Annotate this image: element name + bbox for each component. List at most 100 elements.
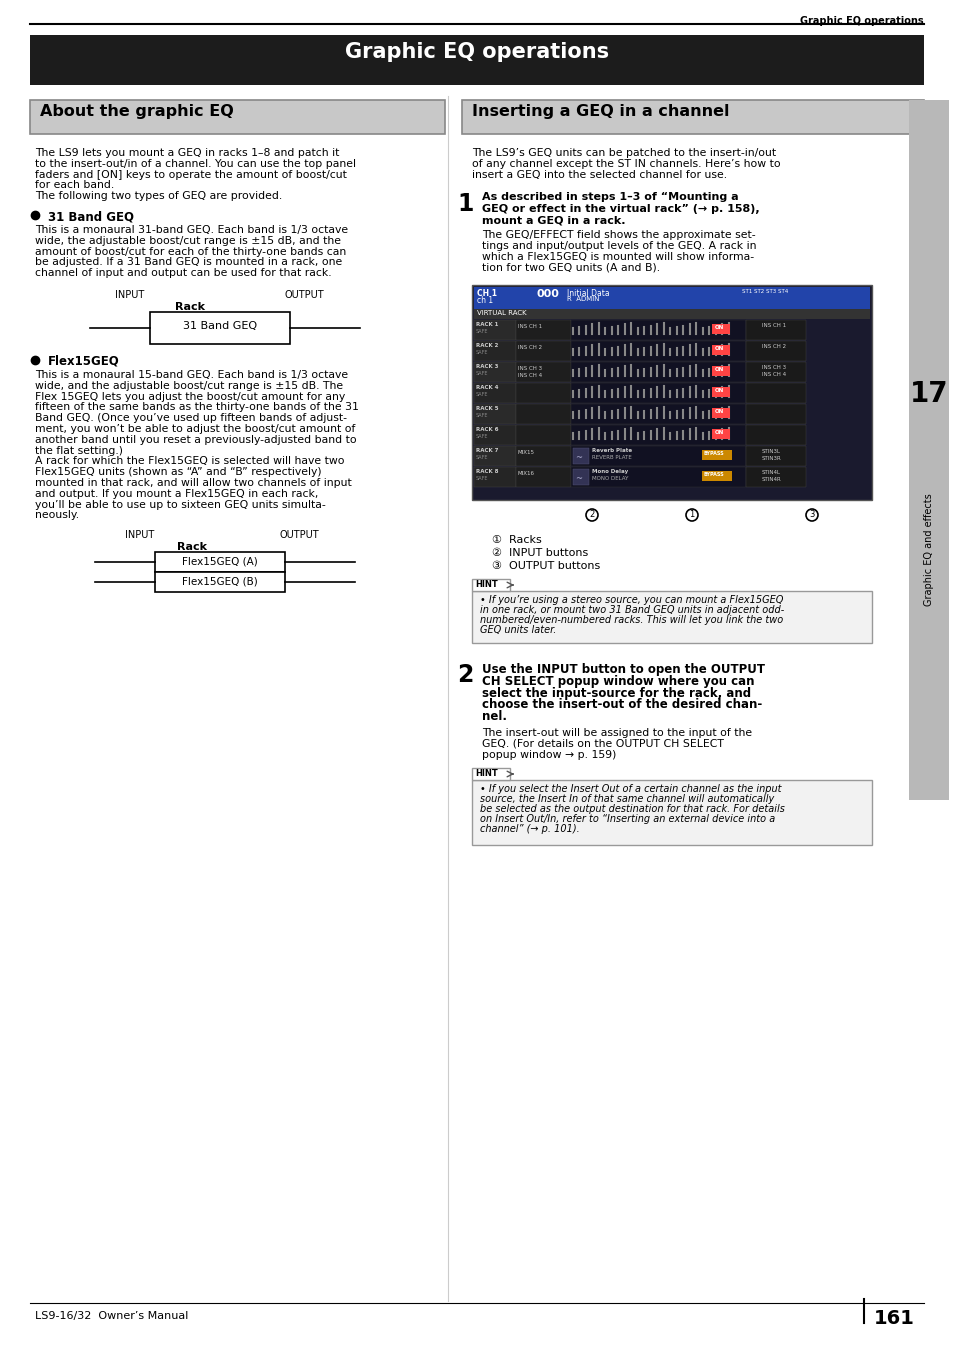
Text: OUTPUT: OUTPUT (280, 530, 319, 540)
Text: ②  INPUT buttons: ② INPUT buttons (492, 549, 588, 558)
Bar (474, 426, 516, 444)
Text: fifteen of the same bands as the thirty-one bands of the 31: fifteen of the same bands as the thirty-… (35, 403, 358, 412)
Text: • If you select the Insert Out of a certain channel as the input: • If you select the Insert Out of a cert… (479, 784, 781, 794)
Text: channel” (→ p. 101).: channel” (→ p. 101). (479, 824, 579, 834)
Bar (150, 312, 290, 345)
Text: GEQ units later.: GEQ units later. (479, 626, 556, 635)
Bar (745, 362, 805, 382)
Text: be adjusted. If a 31 Band GEQ is mounted in a rack, one: be adjusted. If a 31 Band GEQ is mounted… (35, 258, 342, 267)
Text: the flat setting.): the flat setting.) (35, 446, 123, 455)
Text: numbered/even-numbered racks. This will let you link the two: numbered/even-numbered racks. This will … (479, 615, 782, 626)
Text: tings and input/output levels of the GEQ. A rack in: tings and input/output levels of the GEQ… (481, 240, 756, 251)
Bar (516, 404, 571, 424)
Bar (745, 404, 805, 424)
Text: select the input-source for the rack, and: select the input-source for the rack, an… (481, 686, 750, 700)
Text: INS CH 3: INS CH 3 (761, 365, 785, 370)
Bar (745, 320, 805, 340)
Bar (516, 446, 571, 466)
Text: GEQ or effect in the virtual rack” (→ p. 158),: GEQ or effect in the virtual rack” (→ p.… (481, 204, 759, 213)
Text: for each band.: for each band. (35, 181, 114, 190)
Text: you’ll be able to use up to sixteen GEQ units simulta-: you’ll be able to use up to sixteen GEQ … (35, 500, 325, 509)
Text: ③  OUTPUT buttons: ③ OUTPUT buttons (492, 561, 599, 571)
Text: ON: ON (714, 409, 723, 413)
Bar (711, 430, 729, 439)
Bar (571, 382, 745, 403)
Text: 3: 3 (808, 509, 814, 519)
Text: The insert-out will be assigned to the input of the: The insert-out will be assigned to the i… (481, 728, 751, 738)
Text: Use the INPUT button to open the OUTPUT: Use the INPUT button to open the OUTPUT (481, 663, 764, 676)
Bar (474, 404, 516, 424)
Bar (516, 362, 571, 382)
Text: HINT: HINT (475, 769, 497, 778)
Text: ch 1: ch 1 (476, 296, 493, 305)
Bar (701, 471, 731, 481)
Text: SAFE: SAFE (476, 350, 488, 355)
Bar (516, 467, 571, 486)
Text: INS CH 4: INS CH 4 (761, 372, 785, 377)
Text: ON: ON (714, 388, 723, 393)
Text: ①  Racks: ① Racks (492, 535, 541, 544)
Text: SAFE: SAFE (476, 392, 488, 397)
Text: on Insert Out/In, refer to “Inserting an external device into a: on Insert Out/In, refer to “Inserting an… (479, 815, 775, 824)
Text: • If you’re using a stereo source, you can mount a Flex15GEQ: • If you’re using a stereo source, you c… (479, 594, 782, 605)
Bar (474, 382, 516, 403)
Text: LS9-16/32  Owner’s Manual: LS9-16/32 Owner’s Manual (35, 1310, 188, 1321)
Text: RACK 3: RACK 3 (476, 363, 498, 369)
Text: SAFE: SAFE (476, 372, 488, 376)
Text: SAFE: SAFE (476, 476, 488, 481)
Bar (474, 309, 869, 319)
Text: INS CH 2: INS CH 2 (517, 345, 541, 350)
Text: Flex15GEQ (B): Flex15GEQ (B) (182, 576, 257, 586)
Text: 2: 2 (456, 663, 473, 688)
Text: in one rack, or mount two 31 Band GEQ units in adjacent odd-: in one rack, or mount two 31 Band GEQ un… (479, 605, 783, 615)
Bar (474, 362, 516, 382)
Text: RACK 2: RACK 2 (476, 343, 497, 349)
Text: RACK 4: RACK 4 (476, 385, 498, 390)
Text: RACK 6: RACK 6 (476, 427, 498, 432)
Bar (745, 446, 805, 466)
Text: channel of input and output can be used for that rack.: channel of input and output can be used … (35, 269, 332, 278)
Text: INPUT: INPUT (115, 290, 144, 300)
Text: STIN4R: STIN4R (761, 477, 781, 482)
Bar (745, 382, 805, 403)
Text: Initial Data: Initial Data (566, 289, 609, 299)
Text: The LS9’s GEQ units can be patched to the insert-in/out: The LS9’s GEQ units can be patched to th… (472, 149, 776, 158)
Text: another band until you reset a previously-adjusted band to: another band until you reset a previousl… (35, 435, 356, 444)
Text: MIX15: MIX15 (517, 450, 535, 455)
Bar (571, 404, 745, 424)
Text: HINT: HINT (475, 580, 497, 589)
Text: ment, you won’t be able to adjust the boost/cut amount of: ment, you won’t be able to adjust the bo… (35, 424, 355, 434)
Bar (472, 780, 871, 844)
Bar (571, 340, 745, 361)
Text: 1: 1 (456, 192, 473, 216)
Bar (474, 320, 516, 340)
Text: Flex15GEQ: Flex15GEQ (48, 355, 120, 367)
Text: 2: 2 (589, 509, 594, 519)
Text: to the insert-out/in of a channel. You can use the top panel: to the insert-out/in of a channel. You c… (35, 159, 355, 169)
Text: REVERB PLATE: REVERB PLATE (592, 455, 631, 459)
Text: ST1 ST2 ST3 ST4: ST1 ST2 ST3 ST4 (741, 289, 787, 295)
Text: CH SELECT popup window where you can: CH SELECT popup window where you can (481, 674, 754, 688)
Text: Graphic EQ operations: Graphic EQ operations (800, 16, 923, 26)
Text: The LS9 lets you mount a GEQ in racks 1–8 and patch it: The LS9 lets you mount a GEQ in racks 1–… (35, 149, 339, 158)
Text: tion for two GEQ units (A and B).: tion for two GEQ units (A and B). (481, 262, 659, 273)
Text: faders and [ON] keys to operate the amount of boost/cut: faders and [ON] keys to operate the amou… (35, 170, 347, 180)
Bar (474, 340, 516, 361)
Bar (571, 467, 745, 486)
Text: Flex 15GEQ lets you adjust the boost/cut amount for any: Flex 15GEQ lets you adjust the boost/cut… (35, 392, 345, 401)
Text: 31 Band GEQ: 31 Band GEQ (48, 209, 133, 223)
Text: STIN4L: STIN4L (761, 470, 781, 476)
Text: As described in steps 1–3 of “Mounting a: As described in steps 1–3 of “Mounting a (481, 192, 738, 203)
Text: insert a GEQ into the selected channel for use.: insert a GEQ into the selected channel f… (472, 170, 726, 180)
Text: About the graphic EQ: About the graphic EQ (40, 104, 233, 119)
Bar (711, 386, 729, 397)
Text: and output. If you mount a Flex15GEQ in each rack,: and output. If you mount a Flex15GEQ in … (35, 489, 318, 499)
Text: ~: ~ (575, 453, 581, 462)
Text: choose the insert-out of the desired chan-: choose the insert-out of the desired cha… (481, 698, 761, 712)
Text: Reverb Plate: Reverb Plate (592, 449, 632, 453)
Bar (474, 286, 869, 309)
Bar (461, 100, 923, 134)
Bar (571, 320, 745, 340)
Bar (711, 408, 729, 417)
Text: RACK 5: RACK 5 (476, 407, 498, 411)
